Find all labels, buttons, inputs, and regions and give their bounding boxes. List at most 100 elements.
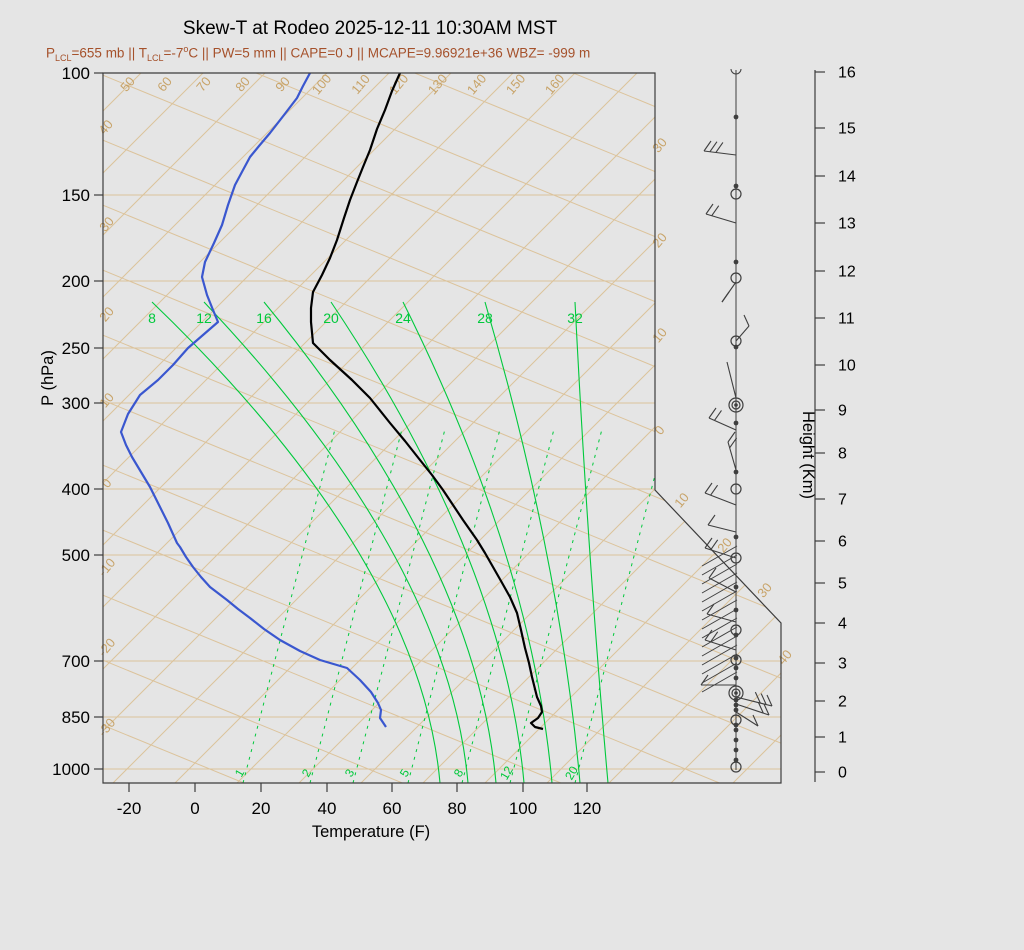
wind-barb-feather: [709, 141, 718, 153]
wind-level-dot: [733, 702, 739, 708]
height-axis-tick-label: 9: [838, 403, 847, 420]
wind-barb-feather: [704, 482, 713, 494]
isotherm-line: [484, 73, 781, 783]
pressure-axis-tick-label: 100: [62, 64, 90, 83]
temperature-curve: [309, 72, 544, 731]
height-axis-tick-label: 2: [838, 694, 847, 711]
chart-title: Skew-T at Rodeo 2025-12-11 10:30AM MST: [182, 18, 558, 39]
axes: Temperature (F) P (hPa) Height (Km) -20 0…: [39, 64, 856, 841]
isotherm-label-right: 10: [649, 325, 670, 346]
moist-adiabat-curve: [484, 301, 581, 783]
wind-barb-feather: [704, 537, 713, 549]
height-axis-tick-label: 4: [838, 616, 847, 633]
wind-barb-feather: [708, 407, 717, 419]
wind-level-circle: [730, 188, 742, 200]
wind-level-dot: [733, 737, 739, 743]
isotherm-label-top: 160: [542, 71, 567, 97]
wind-barb-shaft: [727, 441, 737, 471]
x-axis-tick-label: 0: [190, 799, 199, 818]
x-axis-tick-label: 120: [573, 799, 601, 818]
wind-level-circle: [730, 335, 742, 347]
mixing-ratio-label: 20: [562, 763, 581, 782]
wind-barb-feather: [760, 693, 767, 705]
isotherm-label-right: 20: [649, 230, 670, 251]
isotherm-label-top: 60: [154, 74, 175, 95]
isotherm-label-left: -20: [95, 635, 119, 659]
isotherm-line: [608, 73, 781, 783]
wind-hatch-line: [701, 590, 738, 612]
wind-level-dot: [733, 747, 739, 753]
x-axis-tick-label: -20: [117, 799, 142, 818]
wind-barb-feather: [721, 291, 730, 303]
mixing-ratio-label: 3: [342, 766, 358, 779]
dry-adiabat-line: [103, 529, 781, 783]
wind-level-dot: [733, 469, 739, 475]
moist-adiabat-curve: [263, 301, 497, 783]
wind-hatch-line: [701, 581, 738, 603]
wind-double-circle: [728, 685, 744, 701]
wind-barb-shaft: [735, 325, 750, 342]
wind-level-circle: [730, 761, 742, 773]
pressure-axis-tick-label: 400: [62, 480, 90, 499]
dry-adiabat-line: [103, 464, 781, 744]
isotherm-line: [422, 73, 781, 783]
moist-adiabat-curve: [402, 301, 553, 783]
wind-level-circle: [730, 714, 742, 726]
wind-barb-shaft: [703, 150, 737, 156]
wind-level-dot: [733, 183, 739, 189]
wind-barb-shaft: [704, 547, 737, 559]
wind-barb-feather: [766, 694, 773, 707]
pressure-axis-title: P (hPa): [39, 350, 57, 406]
isotherm-label-top: 150: [503, 71, 528, 97]
wind-barb-shaft: [704, 492, 737, 506]
plot-frame: [102, 72, 782, 784]
wind-hatch-line: [701, 662, 738, 684]
subtitle-mid: =655 mb || T: [71, 45, 147, 61]
isotherm-line: [103, 73, 762, 783]
subtitle-p: P: [46, 45, 56, 61]
moist-adiabat-curve: [574, 301, 609, 783]
wind-level-circle: [730, 483, 742, 495]
wind-barb-feather: [706, 603, 715, 615]
wind-barb-feather: [705, 203, 714, 215]
isotherm-label-left: 30: [96, 214, 117, 235]
moist-adiabat-label: 12: [196, 310, 212, 326]
moist-adiabat-curve: [203, 301, 469, 783]
wind-barb-feather: [710, 484, 719, 496]
isotherm-line: [103, 73, 700, 783]
wind-level-dot: [733, 757, 739, 763]
wind-level-dot: [733, 584, 739, 590]
wind-barb-shaft: [735, 711, 759, 727]
wind-hatch-line: [701, 671, 738, 693]
wind-barb-feather: [752, 714, 759, 727]
wind-barb-feather: [700, 674, 709, 686]
wind-barb-shaft: [726, 361, 737, 399]
subtitle-t-sub: LCL: [146, 53, 164, 64]
wind-hatch-line: [701, 563, 738, 585]
height-axis-tick-label: 13: [838, 216, 856, 233]
isotherm-label-top: 40: [95, 117, 116, 138]
dry-adiabat-line: [103, 334, 781, 614]
isotherm-line: [103, 73, 452, 783]
isotherm-line: [103, 73, 576, 783]
moist-adiabat-label: 8: [148, 310, 156, 326]
wind-level-circle: [730, 272, 742, 284]
wind-barb-feather: [710, 539, 719, 551]
wind-barb-shaft: [706, 613, 737, 623]
dewpoint-curve: [119, 72, 387, 728]
wind-top-marker: [730, 68, 742, 75]
isotherm-label-left: 20: [96, 304, 117, 325]
height-axis-tick-label: 11: [838, 311, 855, 328]
height-axis-tick-label: 3: [838, 656, 847, 673]
wind-double-circle: [734, 691, 738, 695]
mixing-ratio-line: [509, 429, 603, 783]
isotherm-label-top: 50: [117, 74, 138, 95]
pressure-axis-tick-label: 300: [62, 394, 90, 413]
isotherm-label-left: 10: [96, 390, 117, 411]
mixing-ratio-label: 1: [232, 766, 248, 779]
moist-adiabat-label: 24: [395, 310, 411, 326]
wind-barb-feather: [708, 567, 717, 579]
wind-barb-feather: [711, 205, 720, 217]
wind-barb-feather: [727, 431, 736, 443]
isotherm-line: [103, 73, 514, 783]
